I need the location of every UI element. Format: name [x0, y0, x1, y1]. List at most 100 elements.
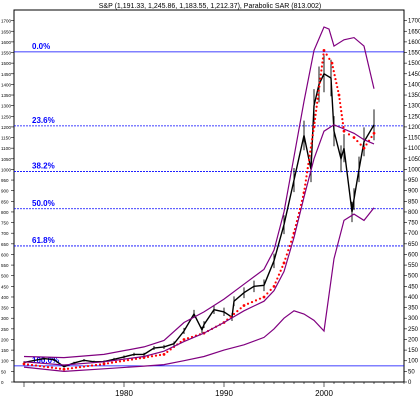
sar-point — [254, 299, 258, 302]
sar-point — [58, 367, 62, 370]
sar-point — [186, 337, 190, 340]
sar-point — [316, 97, 319, 100]
sar-point — [291, 236, 294, 239]
sar-point — [166, 350, 169, 353]
y-tick-label: 300 — [408, 316, 419, 322]
sar-point — [82, 365, 86, 368]
sar-point — [114, 360, 118, 364]
y-axis-ticks: 0501001502002503003504004505005506006507… — [1, 19, 420, 386]
sar-point — [316, 101, 319, 104]
sar-point — [30, 363, 34, 367]
left-tick-label: 50 — [1, 369, 7, 374]
sar-point — [306, 167, 309, 170]
sar-point — [370, 135, 373, 139]
y-tick-label: 950 — [408, 178, 419, 184]
y-tick-label: 1650 — [408, 29, 420, 35]
sar-point — [333, 74, 336, 77]
left-tick-label: 1700 — [1, 19, 12, 24]
sar-point — [342, 129, 346, 133]
sar-point — [340, 114, 343, 117]
fib-label: 50.0% — [32, 199, 55, 208]
sar-point — [304, 179, 307, 182]
sar-point — [318, 85, 321, 88]
sar-point — [312, 125, 316, 129]
sar-point — [315, 105, 318, 108]
y-tick-label: 1450 — [408, 72, 420, 78]
sar-point — [242, 304, 246, 307]
sar-point — [309, 150, 312, 153]
left-tick-label: 800 — [1, 210, 9, 215]
sar-point — [90, 364, 94, 367]
sar-point — [288, 244, 291, 248]
fib-label: 0.0% — [32, 42, 50, 51]
sar-point — [62, 367, 66, 371]
sar-point — [313, 117, 317, 120]
plot-frame — [13, 9, 405, 383]
y-tick-label: 1200 — [408, 125, 420, 131]
sar-point — [320, 65, 323, 68]
sar-point — [320, 69, 323, 72]
sar-point — [246, 302, 250, 305]
sar-point — [122, 359, 126, 362]
sar-point — [339, 101, 342, 105]
sar-point — [337, 93, 341, 97]
sar-point — [74, 366, 78, 369]
y-tick-label: 1550 — [408, 51, 420, 57]
left-tick-label: 600 — [1, 252, 9, 257]
y-tick-label: 350 — [408, 306, 419, 312]
sar-point — [42, 365, 46, 368]
sar-point — [269, 288, 272, 291]
sar-point — [315, 109, 318, 112]
y-tick-label: 900 — [408, 189, 419, 195]
y-tick-label: 750 — [408, 221, 419, 227]
sar-point — [290, 240, 293, 243]
sar-point — [359, 143, 362, 146]
sar-point — [154, 354, 158, 357]
sar-point — [339, 105, 342, 109]
sar-point — [262, 295, 266, 299]
sar-point — [307, 162, 310, 166]
sar-point — [362, 146, 366, 150]
y-tick-label: 850 — [408, 199, 419, 205]
sar-point — [146, 355, 150, 359]
sar-point — [334, 77, 337, 81]
y-tick-label: 700 — [408, 231, 419, 237]
sar-point — [341, 118, 344, 121]
band-line — [23, 207, 375, 373]
sar-point — [313, 121, 316, 124]
left-tick-label: 450 — [1, 284, 9, 289]
x-axis-ticks: 1980 1990 2000 — [23, 382, 405, 398]
sar-point — [305, 175, 308, 178]
sar-point — [50, 366, 54, 369]
sar-point — [94, 363, 98, 367]
sar-point — [311, 138, 314, 141]
left-tick-label: 950 — [1, 178, 9, 183]
sar-point — [282, 261, 286, 265]
x-tick-label: 2000 — [315, 389, 333, 398]
sar-point — [46, 366, 50, 369]
sar-point — [274, 281, 277, 284]
y-tick-label: 400 — [408, 295, 419, 301]
y-tick-label: 1300 — [408, 104, 420, 110]
sar-point — [258, 297, 262, 300]
sar-point — [118, 360, 122, 363]
sar-point — [338, 97, 341, 101]
sar-point — [311, 134, 314, 137]
left-tick-label: 1000 — [1, 167, 12, 172]
sar-point — [272, 284, 276, 288]
y-tick-label: 100 — [408, 359, 419, 365]
sar-point — [310, 142, 313, 145]
sar-point — [319, 73, 322, 76]
sar-point — [158, 353, 162, 357]
left-tick-label: 1600 — [1, 40, 12, 45]
sar-point — [322, 48, 326, 52]
sar-point — [304, 183, 307, 186]
fib-label: 100.0% — [32, 356, 59, 365]
y-tick-label: 1600 — [408, 40, 420, 46]
fib-label: 38.2% — [32, 162, 55, 171]
series-group — [22, 26, 376, 373]
left-tick-label: 700 — [1, 231, 9, 236]
y-tick-label: 550 — [408, 263, 419, 269]
